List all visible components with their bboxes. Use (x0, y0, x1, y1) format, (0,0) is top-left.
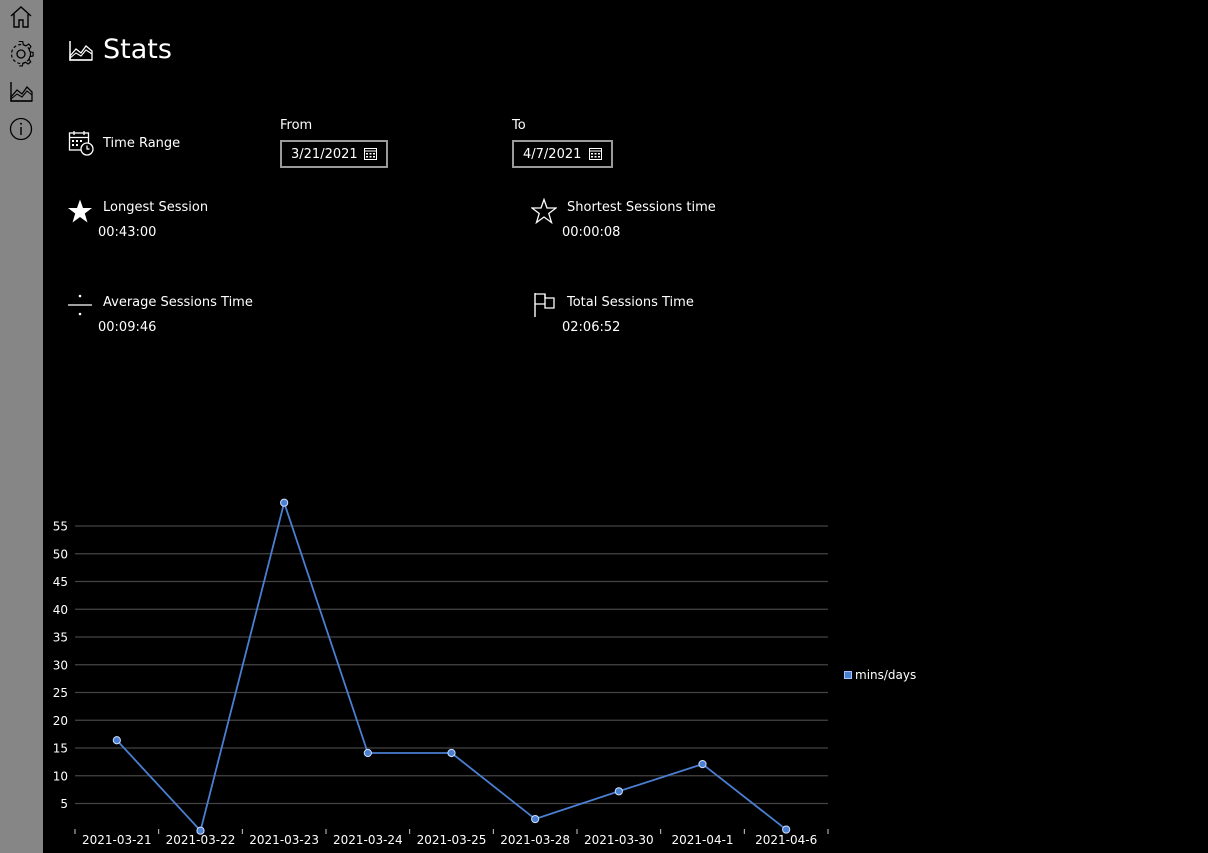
x-tick-label: 2021-03-23 (249, 833, 319, 847)
x-tick-label: 2021-04-6 (755, 833, 817, 847)
star-filled-icon (68, 199, 92, 223)
data-point (614, 787, 623, 796)
y-tick-label: 45 (53, 575, 68, 589)
nav-settings-button[interactable] (4, 37, 38, 71)
nav-info-button[interactable] (4, 112, 38, 146)
data-point (531, 814, 540, 824)
y-tick-label: 30 (53, 658, 68, 672)
legend-swatch (844, 671, 852, 679)
data-point (363, 748, 372, 758)
to-date-picker[interactable]: 4/7/2021 (512, 140, 613, 168)
y-tick-label: 10 (53, 769, 68, 783)
y-tick-label: 35 (53, 631, 68, 645)
y-tick-label: 55 (53, 520, 68, 534)
gear-icon (10, 41, 34, 67)
y-tick-label: 40 (53, 603, 68, 617)
x-tick-label: 2021-03-22 (166, 833, 236, 847)
star-outline-icon (531, 198, 557, 224)
x-tick-label: 2021-03-24 (333, 833, 403, 847)
data-point (447, 748, 456, 758)
calendar-icon (364, 148, 377, 160)
flag-icon (534, 293, 555, 317)
x-tick-label: 2021-03-30 (584, 833, 654, 847)
calendar-icon (589, 148, 602, 160)
y-tick-label: 5 (60, 797, 68, 811)
shortest-session-label: Shortest Sessions time (567, 200, 716, 215)
data-point (698, 759, 707, 769)
x-tick-label: 2021-03-21 (82, 833, 152, 847)
longest-session-value: 00:43:00 (98, 225, 157, 240)
longest-session-label: Longest Session (103, 200, 209, 215)
divide-icon (68, 294, 92, 316)
x-tick-label: 2021-03-25 (417, 833, 487, 847)
shortest-session-value: 00:00:08 (562, 225, 621, 240)
from-date-value: 3/21/2021 (291, 147, 358, 162)
data-point (782, 825, 791, 834)
total-session-value: 02:06:52 (562, 320, 621, 335)
average-session-label: Average Sessions Time (103, 295, 253, 310)
y-tick-label: 50 (53, 547, 68, 561)
stats-chart-icon (69, 41, 93, 61)
from-date-picker[interactable]: 3/21/2021 (280, 140, 388, 168)
info-icon (9, 117, 33, 141)
calendar-clock-icon (68, 131, 94, 156)
x-tick-label: 2021-03-28 (500, 833, 570, 847)
y-tick-label: 25 (53, 686, 68, 700)
to-label: To (512, 118, 526, 133)
x-tick-label: 2021-04-1 (671, 833, 733, 847)
stats-chart-icon (10, 82, 33, 102)
sidebar (0, 0, 43, 853)
nav-stats-button[interactable] (4, 75, 38, 109)
home-icon (10, 6, 32, 28)
page-title: Stats (103, 34, 172, 65)
y-tick-label: 20 (53, 714, 68, 728)
nav-home-button[interactable] (4, 0, 38, 34)
average-session-value: 00:09:46 (98, 320, 157, 335)
data-point (112, 736, 121, 745)
time-range-label: Time Range (103, 136, 181, 151)
y-tick-label: 15 (53, 742, 68, 756)
total-session-label: Total Sessions Time (567, 295, 694, 310)
legend-label: mins/days (855, 668, 917, 682)
data-point (196, 826, 205, 835)
to-date-value: 4/7/2021 (523, 147, 582, 162)
from-label: From (280, 118, 313, 133)
data-point (280, 498, 289, 507)
series-line (116, 499, 787, 833)
